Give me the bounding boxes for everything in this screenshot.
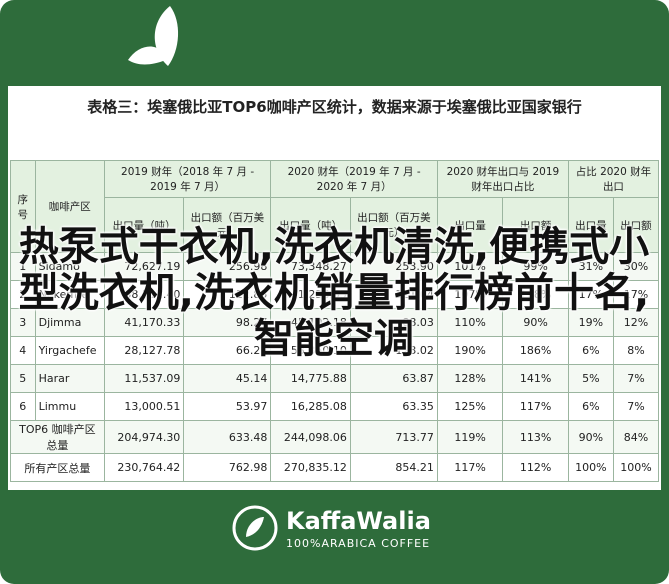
table-cell: 98.27 — [183, 308, 272, 337]
brand: KaffaWalia — [286, 507, 431, 535]
title: 表格三：埃塞俄比亚TOP6咖啡产区统计，数据来源于埃塞俄比亚国家银行 — [87, 98, 582, 116]
table-cell: 128% — [436, 364, 504, 393]
table-row: 序号 咖啡产区 2019 财年（2018 年 7 月 - 2019 年 7 月） 20… — [10, 160, 660, 253]
table-cell: 270,835.12 — [270, 453, 351, 482]
table-cell: 73,348.27 — [270, 252, 351, 281]
table-row: 3 Djimma 41,170.33 98.27 45,102.18 88.03 110% 9… — [10, 308, 660, 337]
overlay-text: 热泵式干衣机,洗衣机清洗,便携式小型洗衣机,洗衣机销量排行榜前十名,智能空调 — [18, 224, 650, 362]
table-cell: 30% — [612, 252, 660, 281]
table-cell: 咖啡产区 — [34, 160, 105, 253]
table-cell: 16,285.08 — [270, 392, 351, 421]
table-cell: 12% — [612, 308, 660, 337]
table-cell: 100% — [567, 453, 614, 482]
table-cell: 713.77 — [349, 420, 438, 454]
tagline: 100%ARABICA COFFEE — [286, 537, 431, 550]
logo: KaffaWalia 100%ARABICA COFFEE — [232, 505, 452, 555]
table-cell: 244,098.06 — [270, 420, 351, 454]
table-cell: 出口量（吨） — [270, 197, 351, 253]
table-cell: 出口量 — [567, 197, 614, 253]
logo-icon — [232, 505, 278, 551]
table-cell: 5% — [567, 364, 614, 393]
table-cell: 45.14 — [183, 364, 272, 393]
table-cell: 31% — [567, 252, 614, 281]
table-cell: 41,236.55 — [270, 280, 351, 309]
table-cell: 出口额 — [612, 197, 660, 253]
table-cell: 125% — [436, 392, 504, 421]
table-cell: 84% — [612, 420, 660, 454]
table-cell: 141% — [502, 364, 569, 393]
table-cell: 63.35 — [349, 392, 438, 421]
table-cell: 117% — [502, 392, 569, 421]
table-cell: 100% — [612, 453, 660, 482]
table-cell: 5 — [10, 364, 36, 393]
table-cell: 63.87 — [349, 364, 438, 393]
table-cell: 13,000.51 — [103, 392, 185, 421]
table-cell: 7% — [612, 392, 660, 421]
table-cell: 112% — [502, 453, 569, 482]
table-cell: 出口量 — [436, 197, 504, 253]
table-cell: 28,127.78 — [103, 336, 185, 365]
table-cell: 14,775.88 — [270, 364, 351, 393]
table-cell: 230,764.42 — [103, 453, 185, 482]
table-row: 1 Sidamo 72,627.19 256.98 73,348.27 253.90 101… — [10, 252, 660, 281]
table-cell: 2 — [10, 280, 36, 309]
table-cell: Nekemte — [34, 280, 105, 309]
table-cell: 119% — [436, 420, 504, 454]
table-row: 5 Harar 11,537.09 45.14 14,775.88 63.87 128% 14… — [10, 364, 660, 393]
table-cell: 出口额（百万美元） — [349, 197, 438, 253]
table-cell: 88.03 — [349, 308, 438, 337]
table-cell: TOP6 咖啡产区总量 — [10, 420, 105, 454]
table-cell: 7% — [612, 364, 660, 393]
table-row: TOP6 咖啡产区总量 204,974.30 633.48 244,098.06 713… — [10, 420, 660, 454]
table-cell: 2020 财年出口与 2019 财年出口占比 — [436, 160, 569, 198]
table-cell: 253.90 — [349, 252, 438, 281]
table-cell: 17% — [612, 280, 660, 309]
table-cell: 41,170.33 — [103, 308, 185, 337]
panel: 表格三：埃塞俄比亚TOP6咖啡产区统计，数据来源于埃塞俄比亚国家银行 序号 咖啡产… — [8, 86, 661, 490]
table-cell: 204,974.30 — [103, 420, 185, 454]
table-cell: 6% — [567, 392, 614, 421]
table-cell: 3 — [10, 308, 36, 337]
table-cell: Yirgachefe — [34, 336, 105, 365]
table-cell: 11,537.09 — [103, 364, 185, 393]
table-cell: 53.97 — [183, 392, 272, 421]
table-cell: 107% — [436, 280, 504, 309]
table-cell: Harar — [34, 364, 105, 393]
table-row: 4 Yirgachefe 28,127.78 66.29 53,350.10 123.02… — [10, 336, 660, 365]
table-row: 所有产区总量 230,764.42 762.98 270,835.12 854.21 11… — [10, 453, 660, 482]
table-cell: 序号 — [10, 160, 36, 253]
table-cell: 53,350.10 — [270, 336, 351, 365]
table-cell: 所有产区总量 — [10, 453, 105, 482]
table-cell: 90% — [567, 420, 614, 454]
table-cell: 762.98 — [183, 453, 272, 482]
table-cell: 出口额 — [502, 197, 569, 253]
table-cell: 2019 财年（2018 年 7 月 - 2019 年 7 月） — [103, 160, 272, 198]
table-cell: 123.02 — [349, 336, 438, 365]
table-row: 6 Limmu 13,000.51 53.97 16,285.08 63.35 125% 11… — [10, 392, 660, 421]
table-cell: 38,512.40 — [103, 280, 185, 309]
table-cell: 17% — [567, 280, 614, 309]
bean-icon — [128, 6, 179, 66]
table-cell: 72,627.19 — [103, 252, 185, 281]
table-cell: 633.48 — [183, 420, 272, 454]
table-cell: 190% — [436, 336, 504, 365]
table-cell: 121.64 — [349, 280, 438, 309]
table-cell: Djimma — [34, 308, 105, 337]
table-cell: 2020 财年（2019 年 7 月 - 2020 年 7 月） — [270, 160, 438, 198]
table-cell: 占比 2020 财年出口 — [567, 160, 660, 198]
table-row: 出口量（吨） 出口额（百万美元） 出口量（吨） 出口额（百万美元） 出口量 出口额 出口量出… — [11, 197, 660, 253]
table-cell: 113% — [502, 420, 569, 454]
table-cell: 117% — [436, 453, 504, 482]
table-cell: Sidamo — [34, 252, 105, 281]
table-cell: 6 — [10, 392, 36, 421]
table-cell: Limmu — [34, 392, 105, 421]
table-cell: 854.21 — [349, 453, 438, 482]
table: 序号 咖啡产区 2019 财年（2018 年 7 月 - 2019 年 7 月） 20… — [10, 160, 660, 482]
